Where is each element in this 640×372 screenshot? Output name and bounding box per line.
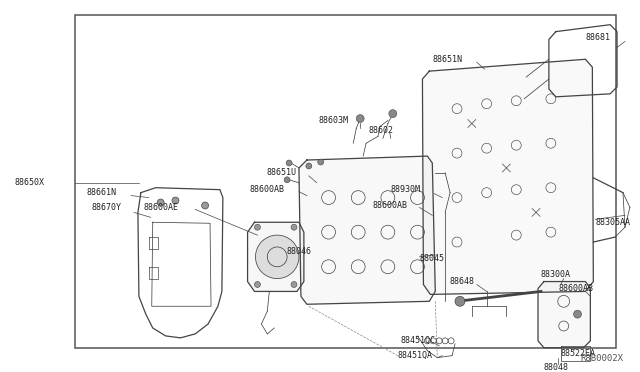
Circle shape [172,197,179,204]
Text: 88651U: 88651U [266,169,296,177]
Text: 88300A: 88300A [541,270,571,279]
Circle shape [286,160,292,166]
Polygon shape [538,282,590,348]
Text: 88651N: 88651N [432,55,462,64]
Polygon shape [299,156,435,304]
Text: 88305AA: 88305AA [595,218,630,227]
Text: 88670Y: 88670Y [92,203,122,212]
Circle shape [291,282,297,288]
Circle shape [255,282,260,288]
Circle shape [157,199,164,206]
Circle shape [255,235,299,279]
Text: 88661N: 88661N [86,188,116,197]
Polygon shape [248,222,304,291]
Text: 88048: 88048 [544,363,569,372]
Circle shape [317,159,324,165]
Circle shape [284,177,290,183]
Text: 88650X: 88650X [15,178,44,187]
Text: 88603M: 88603M [319,116,349,125]
Text: 88045: 88045 [419,254,444,263]
Text: 88602: 88602 [368,126,393,135]
Text: 88681: 88681 [586,33,611,42]
Text: 88600AB: 88600AB [250,185,285,194]
Circle shape [389,110,397,118]
Circle shape [202,202,209,209]
Text: R8B0002X: R8B0002X [580,354,623,363]
Text: 88451QA: 88451QA [397,351,433,360]
Circle shape [306,163,312,169]
Text: 88600AB: 88600AB [372,201,407,210]
Text: 88930M: 88930M [391,185,421,194]
Text: 88648: 88648 [449,277,474,286]
Circle shape [573,310,582,318]
Text: 88522EA: 88522EA [561,349,596,358]
Text: 88600AE: 88600AE [144,203,179,212]
FancyBboxPatch shape [75,15,616,348]
Circle shape [291,224,297,230]
Circle shape [455,296,465,306]
Text: 88451QC: 88451QC [401,336,436,345]
Circle shape [356,115,364,122]
Circle shape [255,224,260,230]
Polygon shape [422,59,593,294]
Text: 88046: 88046 [286,247,311,256]
Text: 88600AB: 88600AB [559,284,594,293]
